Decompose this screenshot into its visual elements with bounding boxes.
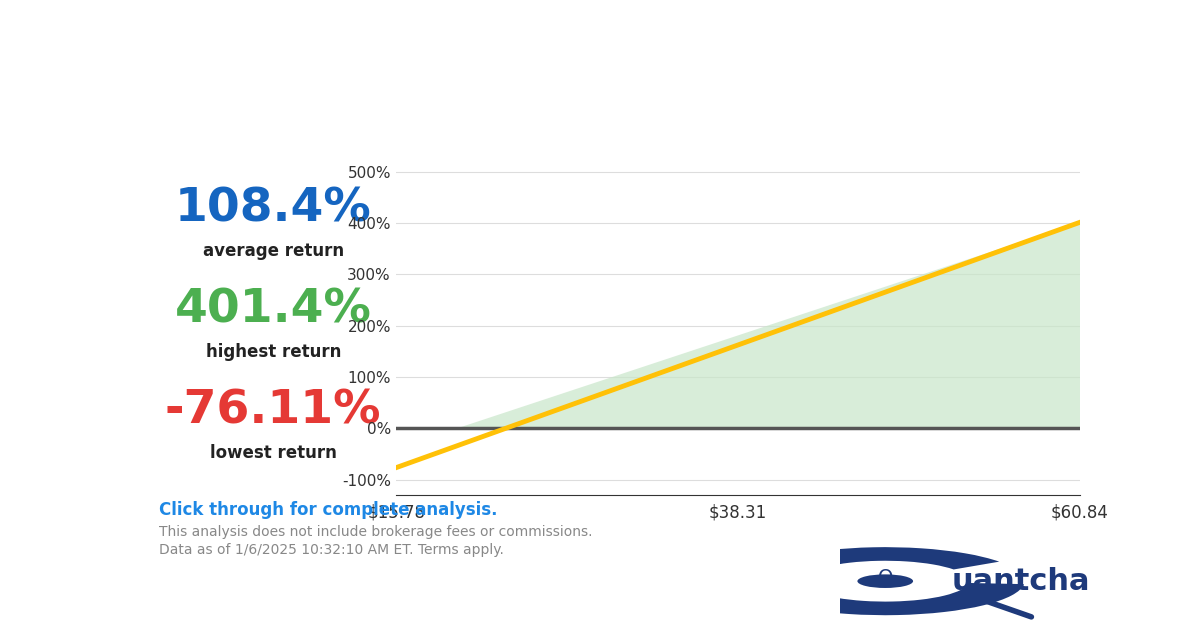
Text: Data as of 1/6/2025 10:32:10 AM ET. Terms apply.: Data as of 1/6/2025 10:32:10 AM ET. Term… xyxy=(160,543,504,557)
Text: YIELDMAX MSTR OPTION INCOME STRATEG: YIELDMAX MSTR OPTION INCOME STRATEG xyxy=(161,78,1037,112)
Text: lowest return: lowest return xyxy=(210,444,337,462)
Text: 108.4%: 108.4% xyxy=(175,186,372,231)
Polygon shape xyxy=(457,222,1080,428)
Text: Q: Q xyxy=(877,568,893,587)
Wedge shape xyxy=(746,547,1024,615)
Polygon shape xyxy=(396,428,457,467)
Text: Synthetic Long Stock analysis for $15.94-$60.23 model on 18-Jul-2025: Synthetic Long Stock analysis for $15.94… xyxy=(161,120,790,142)
Text: -76.11%: -76.11% xyxy=(164,389,382,434)
Circle shape xyxy=(857,575,913,588)
Text: This analysis does not include brokerage fees or commissions.: This analysis does not include brokerage… xyxy=(160,525,593,539)
Text: highest return: highest return xyxy=(205,343,341,361)
Text: uantcha: uantcha xyxy=(952,566,1090,596)
Text: 401.4%: 401.4% xyxy=(175,288,372,333)
Text: average return: average return xyxy=(203,242,343,260)
Text: Click through for complete analysis.: Click through for complete analysis. xyxy=(160,501,498,518)
